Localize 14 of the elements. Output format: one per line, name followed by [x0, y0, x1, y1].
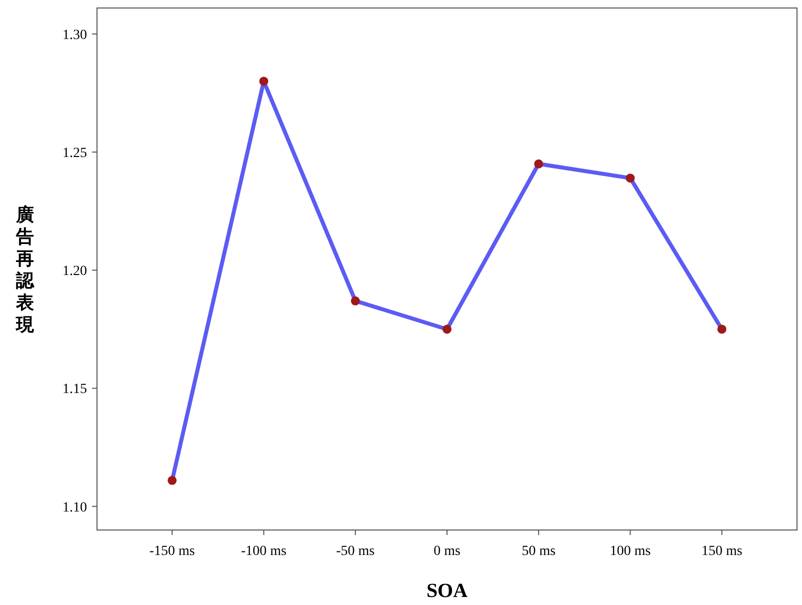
x-axis-title: SOA — [426, 580, 468, 602]
y-axis-title: 廣告再認表現 — [15, 204, 35, 336]
x-tick-label: 0 ms — [434, 544, 460, 559]
y-tick-label: 1.10 — [62, 500, 87, 516]
y-tick-label: 1.25 — [62, 146, 87, 161]
x-tick-label: 50 ms — [522, 544, 556, 559]
x-tick-label: -100 ms — [241, 544, 287, 559]
y-tick-label: 1.15 — [62, 382, 87, 398]
x-tick-label: 100 ms — [610, 544, 651, 559]
x-tick-label: -150 ms — [149, 544, 195, 559]
y-tick-label: 1.20 — [62, 264, 87, 280]
y-tick-label: 1.30 — [62, 28, 87, 43]
x-tick-label: 150 ms — [701, 544, 742, 559]
x-tick-label: -50 ms — [336, 544, 375, 559]
